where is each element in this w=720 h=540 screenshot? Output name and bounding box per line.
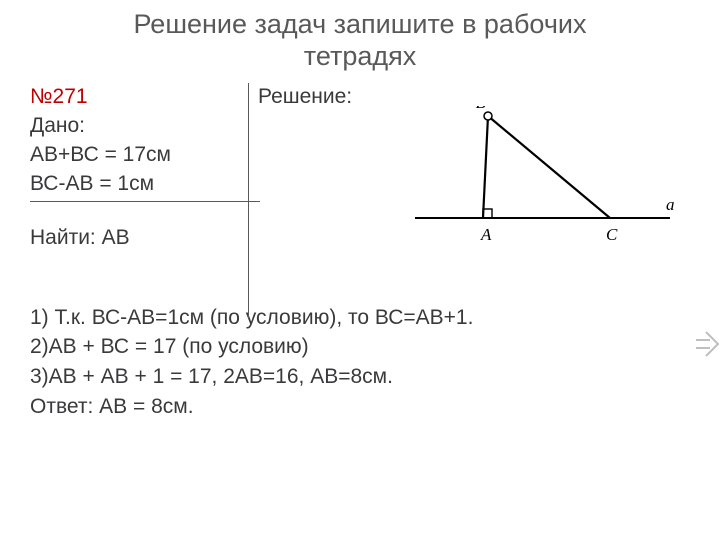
- step-1: 1) Т.к. ВС-АВ=1см (по условию), то ВС=АВ…: [30, 303, 690, 333]
- horizontal-divider: [30, 201, 260, 202]
- find-label: Найти: АВ: [30, 224, 260, 253]
- svg-text:B: B: [476, 106, 487, 112]
- step-2: 2)АВ + ВС = 17 (по условию): [30, 332, 690, 362]
- svg-text:a: a: [666, 195, 675, 214]
- title-line2: тетрадях: [60, 40, 660, 72]
- step-3: 3)АВ + АВ + 1 = 17, 2АВ=16, АВ=8см.: [30, 362, 690, 392]
- svg-text:A: A: [480, 225, 492, 241]
- answer-line: Ответ: АВ = 8см.: [30, 392, 690, 422]
- given-line-2: ВС-АВ = 1см: [30, 170, 260, 199]
- arrow-icon: [694, 320, 720, 370]
- svg-text:C: C: [606, 225, 618, 241]
- solution-header: Решение:: [258, 83, 352, 112]
- given-label: Дано:: [30, 112, 260, 141]
- title-line1: Решение задач запишите в рабочих: [60, 8, 660, 40]
- triangle-diagram: A B Ca: [410, 106, 690, 241]
- vertical-divider: [248, 83, 249, 318]
- given-line-1: АВ+ВС = 17см: [30, 141, 260, 170]
- problem-number: №271: [30, 83, 260, 112]
